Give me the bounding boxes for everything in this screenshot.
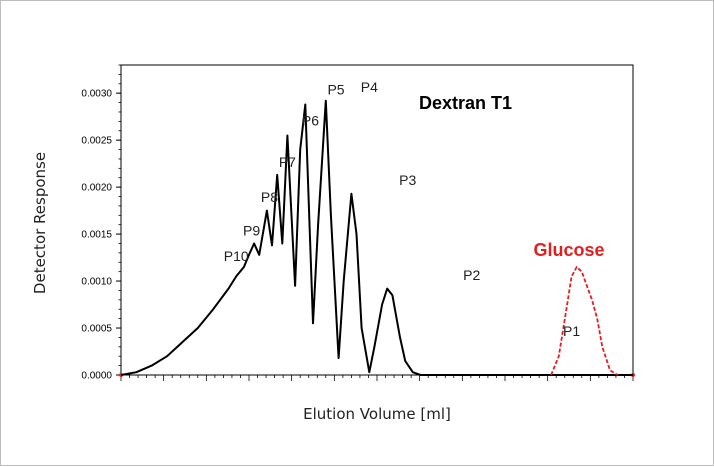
series-group bbox=[120, 99, 633, 376]
y-axis-title: Detector Response bbox=[31, 152, 49, 294]
y-axis: 0.0000 0.0005 0.0010 0.0015 0.0020 0.0025 0.00… bbox=[81, 64, 121, 382]
peak-label: P5 bbox=[327, 82, 344, 98]
peak-label: P2 bbox=[463, 267, 480, 283]
peak-label: P9 bbox=[243, 223, 260, 239]
peak-label: P10 bbox=[224, 248, 249, 264]
y-tick-label: 0.0005 bbox=[81, 324, 112, 335]
peak-label: P4 bbox=[361, 79, 378, 95]
y-tick-label: 0.0025 bbox=[81, 136, 112, 147]
glucose-label: Glucose bbox=[533, 240, 604, 260]
peak-label: P6 bbox=[302, 113, 319, 129]
peak-label: P1 bbox=[563, 323, 580, 339]
x-axis-title: Elution Volume [ml] bbox=[303, 405, 451, 423]
chart-title: Dextran T1 bbox=[419, 93, 512, 113]
peak-label: P3 bbox=[399, 172, 416, 188]
plot-area bbox=[120, 64, 634, 376]
peak-label: P7 bbox=[279, 154, 296, 170]
dextran-series-line bbox=[120, 99, 633, 376]
glucose-series-line bbox=[550, 266, 619, 376]
peak-label: P8 bbox=[261, 189, 278, 205]
y-tick-label: 0.0000 bbox=[81, 371, 112, 382]
y-tick-label: 0.0010 bbox=[81, 277, 112, 288]
y-tick-label: 0.0030 bbox=[81, 89, 112, 100]
y-tick-label: 0.0020 bbox=[81, 183, 112, 194]
y-tick-label: 0.0015 bbox=[81, 230, 112, 241]
annotations: P10 P9 P8 P7 P6 P5 P4 P3 P2 P1 Glucose bbox=[224, 79, 605, 339]
